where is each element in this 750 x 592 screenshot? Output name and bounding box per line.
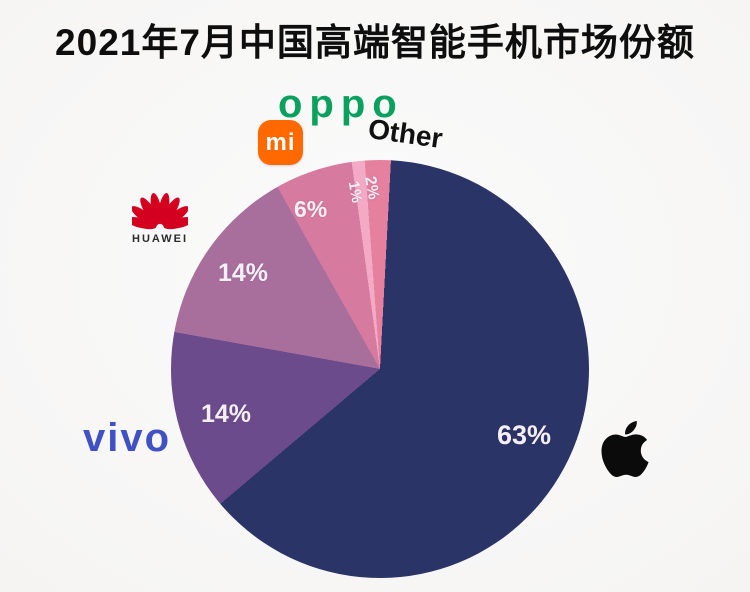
vivo-logo: vivo [83,416,172,460]
pie-chart [171,160,589,578]
huawei-wordmark: HUAWEI [132,233,188,245]
apple-logo-icon [601,421,649,477]
slice-label-huawei: 14% [218,259,269,287]
xiaomi-mi-logo-icon: mi [258,120,303,165]
page-title: 2021年7月中国高端智能手机市场份额 [55,22,695,63]
other-label: Other [366,112,445,155]
huawei-flower-icon [132,192,188,230]
slice-label-vivo: 14% [201,400,252,428]
oppo-logo: oppo [278,82,404,126]
slice-label-other: 2% [361,175,382,201]
slice-label-apple: 63% [497,420,552,450]
huawei-logo: HUAWEI [128,190,192,245]
slice-label-xiaomi: 6% [294,196,328,222]
